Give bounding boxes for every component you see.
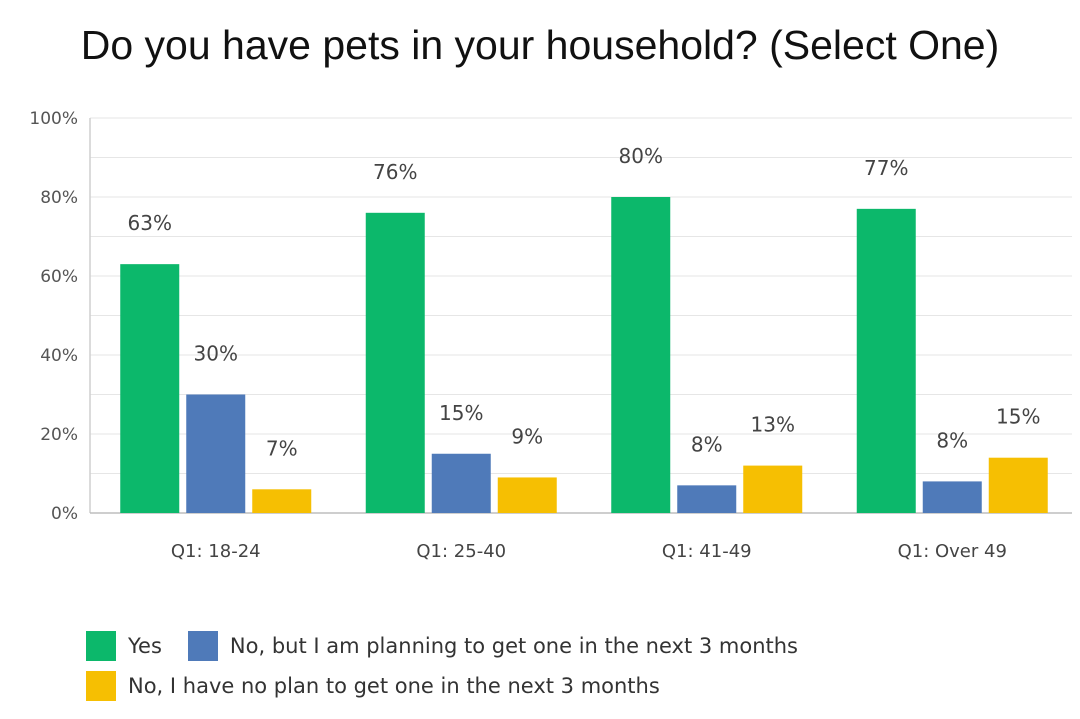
data-label: 13% (751, 413, 795, 437)
data-label: 63% (128, 211, 172, 235)
bar-2-0 (252, 489, 312, 513)
legend-label-yes: Yes (128, 634, 162, 658)
y-tick-label: 60% (40, 267, 78, 287)
data-label: 15% (996, 405, 1040, 429)
data-label: 15% (439, 401, 483, 425)
bar-1-0 (186, 394, 246, 513)
legend-row-2: No, I have no plan to get one in the nex… (86, 666, 824, 706)
bar-0-3 (856, 208, 916, 513)
data-label: 9% (511, 424, 543, 448)
bar-1-3 (922, 481, 982, 513)
data-label: 76% (373, 160, 417, 184)
legend-swatch-no-plan (86, 671, 116, 701)
bar-0-1 (365, 212, 425, 514)
data-label: 30% (194, 342, 238, 366)
bar-2-1 (497, 477, 557, 513)
legend-label-no-plan: No, I have no plan to get one in the nex… (128, 674, 660, 698)
legend-item-yes[interactable]: Yes (86, 631, 162, 661)
bars (120, 197, 1048, 514)
data-labels: 63% 30% 7% 76% 15% 9% 80% 8% 13% 77% 8% 15% (128, 144, 1041, 460)
legend-swatch-planning (187, 631, 218, 661)
category-label: Q1: 41-49 (662, 541, 752, 562)
legend-label-planning: No, but I am planning to get one in the … (229, 634, 798, 658)
legend-row-1: Yes No, but I am planning to get one in … (86, 626, 824, 666)
y-tick-label: 40% (40, 346, 78, 366)
bar-0-2 (611, 197, 671, 513)
data-label: 8% (691, 432, 723, 456)
legend-item-planning[interactable]: No, but I am planning to get one in the … (187, 631, 798, 661)
bar-2-2 (743, 465, 803, 513)
y-tick-label: 0% (51, 504, 78, 524)
legend-item-no-plan[interactable]: No, I have no plan to get one in the nex… (86, 671, 660, 701)
data-label: 8% (936, 428, 968, 452)
bar-0-0 (120, 264, 180, 513)
legend-swatch-yes (86, 631, 116, 661)
bar-1-1 (431, 453, 491, 513)
y-tick-label: 100% (29, 109, 78, 129)
category-labels: Q1: 18-24 Q1: 25-40 Q1: 41-49 Q1: Over 49 (171, 541, 1007, 562)
bar-2-3 (988, 457, 1048, 513)
category-label: Q1: Over 49 (898, 541, 1007, 562)
bar-1-2 (677, 485, 737, 513)
y-tick-label: 20% (40, 425, 78, 445)
y-tick-label: 80% (40, 188, 78, 208)
data-label: 80% (619, 144, 663, 168)
legend: Yes No, but I am planning to get one in … (86, 626, 824, 706)
data-label: 7% (266, 436, 298, 460)
y-tick-labels: 0% 20% 40% 60% 80% 100% (29, 109, 78, 524)
category-label: Q1: 25-40 (416, 541, 506, 562)
data-label: 77% (864, 156, 908, 180)
chart-title: Do you have pets in your household? (Sel… (80, 22, 1000, 68)
category-label: Q1: 18-24 (171, 541, 261, 562)
